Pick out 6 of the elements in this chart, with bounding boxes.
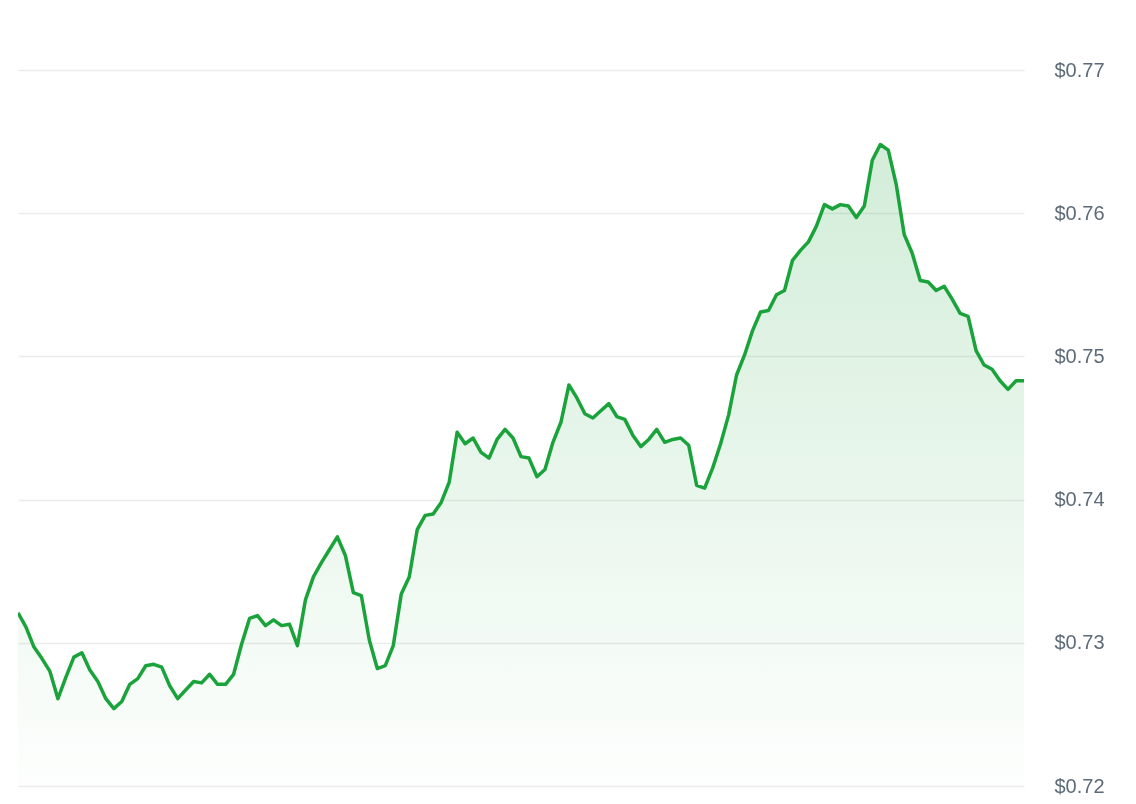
y-tick-label: $0.75 <box>1054 344 1105 367</box>
y-tick-label: $0.74 <box>1054 488 1105 511</box>
y-tick-label: $0.77 <box>1054 58 1105 81</box>
y-tick-label: $0.76 <box>1054 201 1105 224</box>
y-tick-label: $0.72 <box>1054 774 1105 797</box>
y-tick-label: $0.73 <box>1054 631 1105 654</box>
